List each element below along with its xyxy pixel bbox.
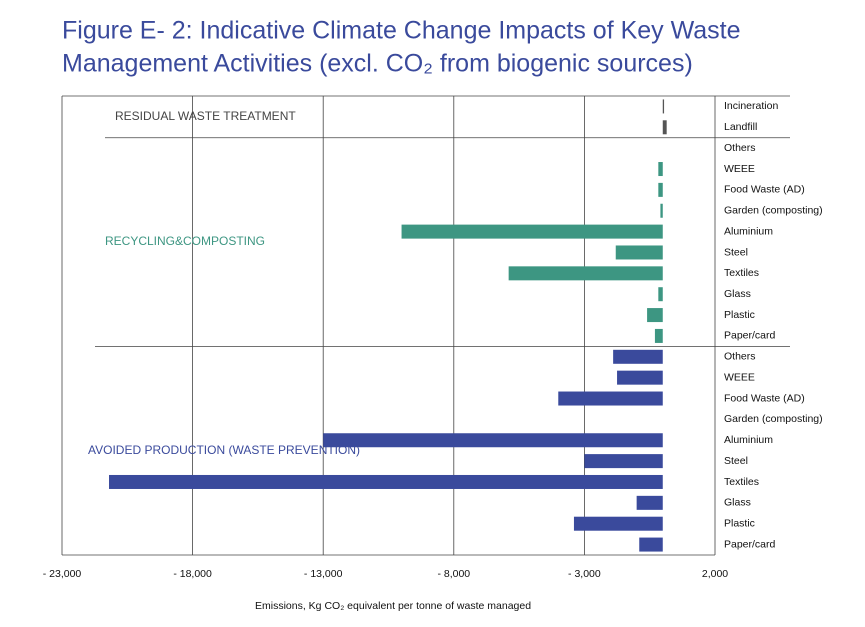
bar	[658, 162, 663, 177]
bar	[613, 349, 663, 364]
category-label: Others	[724, 351, 756, 363]
category-label: Others	[724, 142, 756, 154]
group-label: RECYCLING&COMPOSTING	[105, 234, 265, 248]
category-label: Plastic	[724, 517, 755, 529]
bar	[639, 537, 663, 552]
category-label: Food Waste (AD)	[724, 392, 805, 404]
category-label: Aluminium	[724, 225, 773, 237]
bar	[654, 328, 663, 343]
category-label: Glass	[724, 288, 751, 300]
bar	[615, 245, 663, 260]
category-label: Textiles	[724, 267, 759, 279]
category-label: Textiles	[724, 476, 759, 488]
bar	[558, 391, 663, 406]
group-label: RESIDUAL WASTE TREATMENT	[115, 109, 296, 123]
bar	[508, 266, 663, 281]
category-label: WEEE	[724, 371, 755, 383]
x-tick-label: - 8,000	[437, 568, 470, 580]
category-label: Paper/card	[724, 330, 776, 342]
category-label: Incineration	[724, 100, 778, 112]
bar	[662, 99, 665, 114]
x-tick-label: 2,000	[702, 568, 728, 580]
category-label: Aluminium	[724, 434, 773, 446]
bar	[647, 308, 663, 323]
category-label: Steel	[724, 246, 748, 258]
bar	[636, 495, 663, 510]
bar	[662, 120, 667, 135]
category-label: WEEE	[724, 163, 755, 175]
x-axis-label: Emissions, Kg CO₂ equivalent per tonne o…	[255, 600, 531, 612]
bar	[658, 287, 663, 302]
bar	[617, 370, 663, 385]
x-tick-label: - 3,000	[568, 568, 601, 580]
category-label: Garden (composting)	[724, 205, 823, 217]
bar	[660, 203, 663, 218]
x-tick-label: - 13,000	[304, 568, 343, 580]
x-tick-label: - 18,000	[173, 568, 212, 580]
bar	[584, 454, 663, 469]
group-label: AVOIDED PRODUCTION (WASTE PREVENTION)	[88, 443, 360, 457]
chart-title: Figure E- 2: Indicative Climate Change I…	[62, 17, 741, 45]
bar	[573, 516, 663, 531]
category-label: Food Waste (AD)	[724, 184, 805, 196]
category-label: Steel	[724, 455, 748, 467]
chart-title: Management Activities (excl. CO₂ from bi…	[62, 50, 693, 78]
category-label: Glass	[724, 497, 751, 509]
category-label: Paper/card	[724, 538, 776, 550]
bar	[658, 182, 663, 197]
category-label: Plastic	[724, 309, 755, 321]
bar	[401, 224, 663, 239]
bar	[109, 474, 663, 489]
category-label: Garden (composting)	[724, 413, 823, 425]
x-tick-label: - 23,000	[43, 568, 82, 580]
category-label: Landfill	[724, 121, 757, 133]
bar	[323, 433, 663, 448]
